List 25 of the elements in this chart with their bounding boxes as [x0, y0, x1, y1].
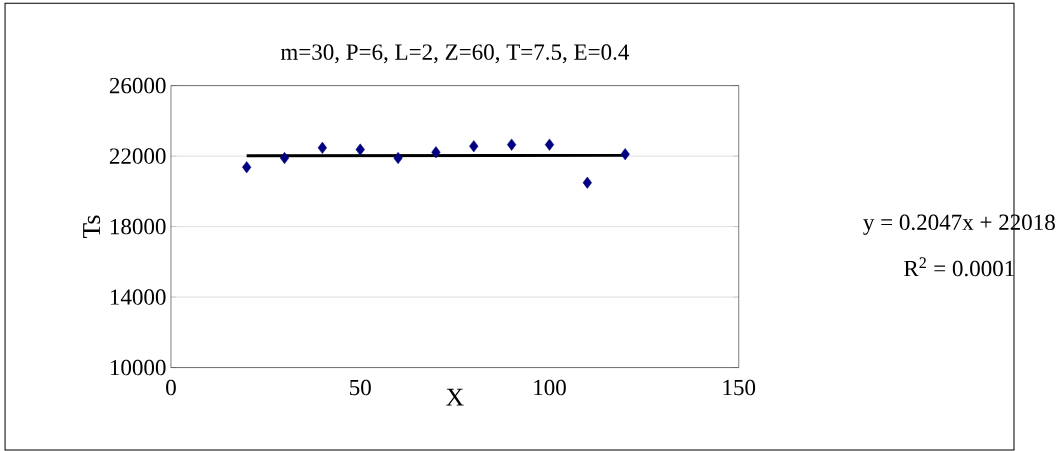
point — [393, 151, 403, 164]
point — [431, 146, 441, 159]
y-tick-label: 26000 — [109, 77, 166, 94]
point — [317, 141, 327, 154]
point — [355, 143, 365, 156]
x-tick-label: 100 — [534, 379, 566, 396]
x-tick-label: 150 — [723, 379, 756, 396]
x-tick-label: 50 — [350, 379, 371, 396]
point — [242, 161, 252, 174]
point — [582, 176, 592, 189]
y-axis-title: Ts — [83, 215, 101, 238]
point — [469, 140, 479, 153]
x-tick-label: 0 — [166, 379, 176, 396]
y-tick-label: 18000 — [110, 218, 166, 235]
point — [507, 138, 517, 151]
y-tick-label: 22000 — [109, 148, 166, 164]
point — [544, 138, 555, 151]
x-axis-title: X — [446, 388, 464, 406]
text: y = 0.2047x + 22018 — [863, 214, 1055, 235]
point — [620, 148, 630, 161]
chart-title: m=30, P=6, L=2, Z=60, T=7.5, E=0.4 — [280, 44, 629, 64]
point — [279, 151, 290, 164]
y-tick-label: 10000 — [110, 359, 166, 376]
y-tick-label: 14000 — [110, 289, 166, 305]
text: R$^{2}$ = 0.0001 — [904, 257, 1014, 277]
